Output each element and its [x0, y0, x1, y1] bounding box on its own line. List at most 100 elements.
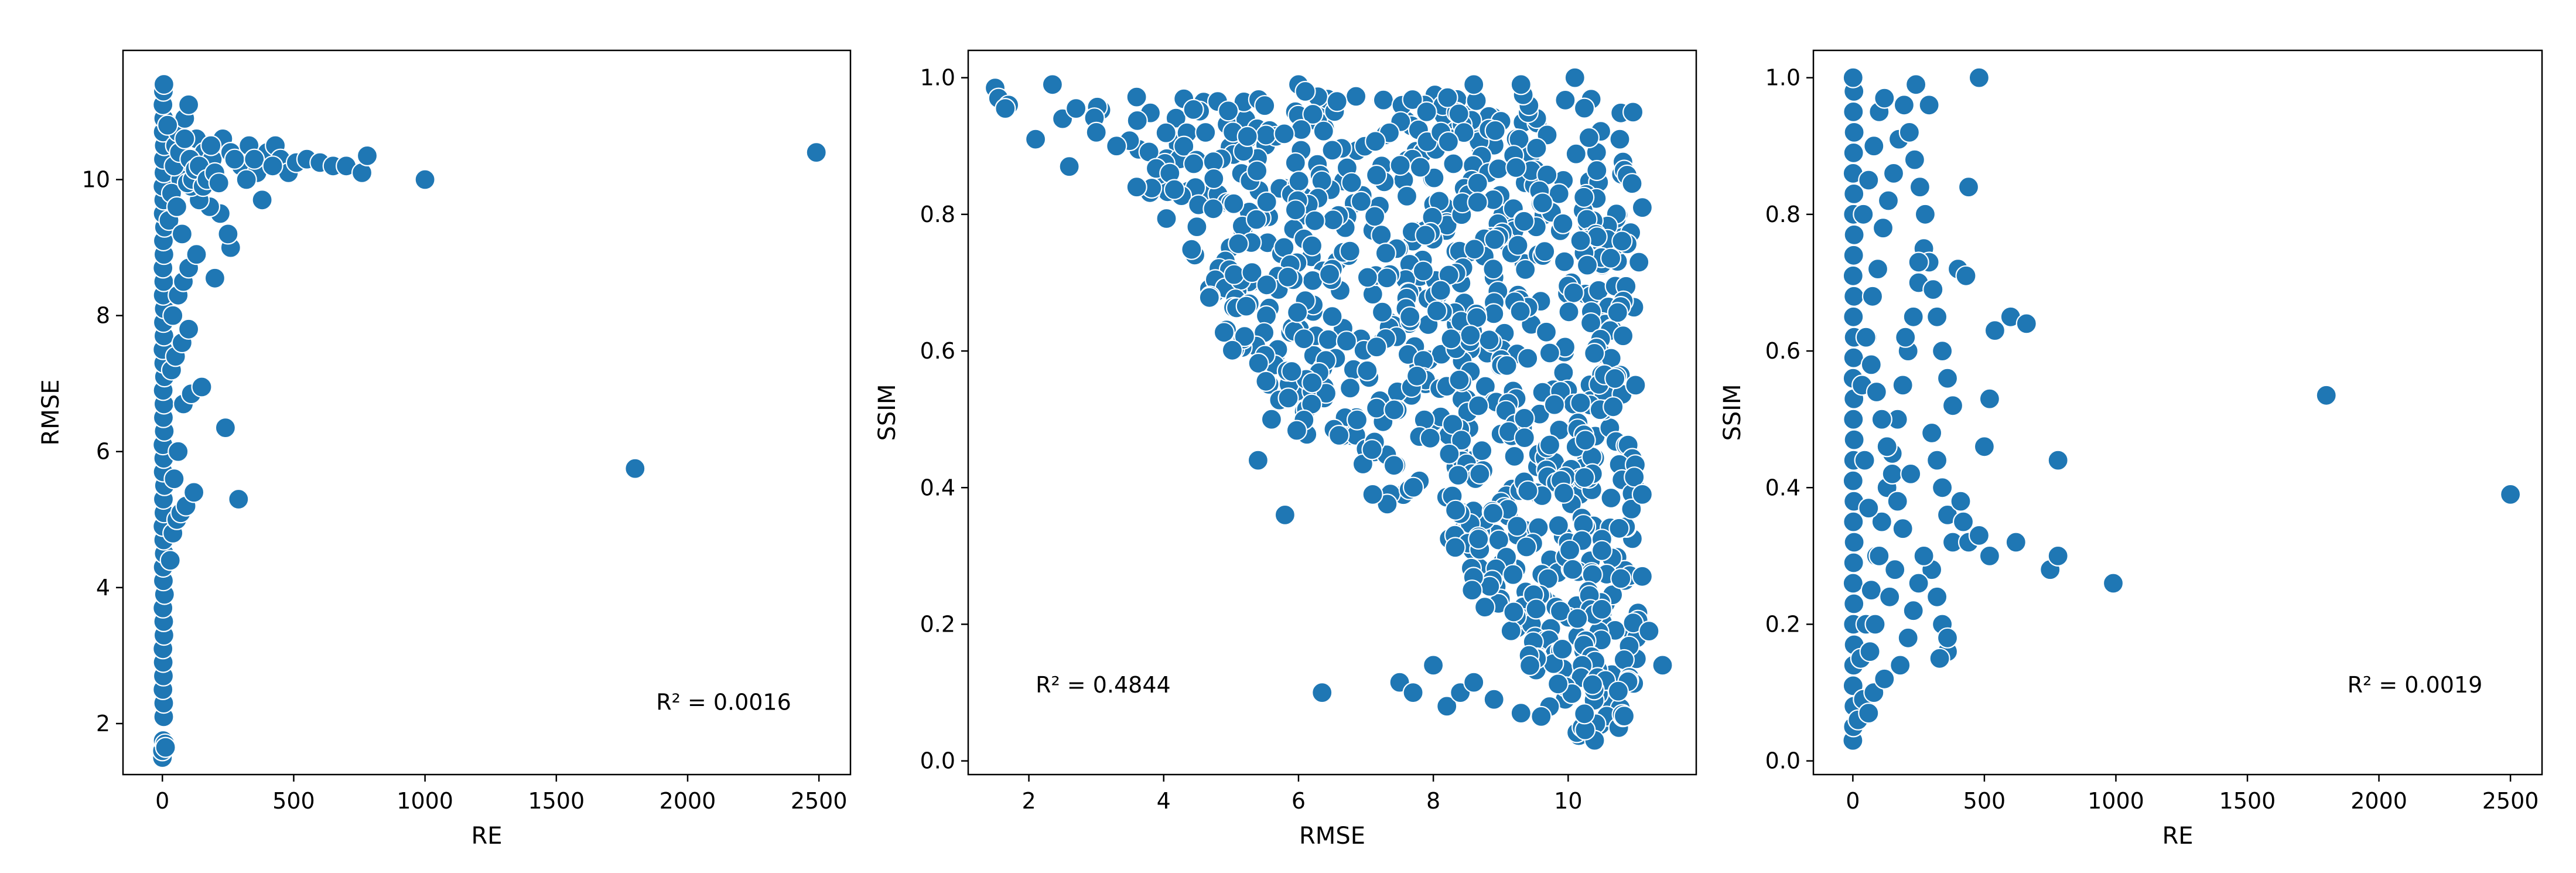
data-point — [1058, 156, 1080, 178]
data-point — [1183, 153, 1205, 175]
data-point — [1183, 98, 1204, 120]
data-point — [1565, 143, 1587, 165]
x-tick-label: 2000 — [2350, 788, 2407, 814]
data-point — [1453, 122, 1475, 144]
data-point — [1484, 229, 1505, 250]
data-point — [1876, 436, 1898, 458]
data-point — [624, 458, 646, 479]
x-tick-label: 8 — [1426, 788, 1440, 814]
data-point — [1842, 265, 1864, 287]
data-point — [1624, 466, 1645, 488]
data-point — [1950, 490, 1972, 512]
data-point — [1467, 192, 1488, 213]
data-point — [1904, 149, 1925, 170]
data-point — [1502, 564, 1524, 585]
x-tick-label: 500 — [1963, 788, 2006, 814]
data-point — [1625, 374, 1646, 396]
data-point — [155, 736, 176, 758]
x-tick-label: 4 — [1157, 788, 1171, 814]
data-point — [1483, 688, 1505, 710]
x-tick-label: 1500 — [2219, 788, 2276, 814]
data-point — [1366, 164, 1388, 186]
data-point — [1897, 627, 1919, 649]
data-point — [2005, 531, 2027, 553]
x-axis-label: RE — [471, 823, 502, 850]
data-point — [1913, 545, 1935, 567]
data-point — [1858, 169, 1880, 191]
data-point — [1443, 153, 1464, 175]
y-tick-label: 1.0 — [1765, 65, 1801, 91]
data-point — [1322, 209, 1344, 231]
data-point — [1366, 397, 1388, 419]
data-point — [186, 244, 207, 265]
y-tick-label: 0.6 — [920, 338, 955, 364]
data-point — [1311, 681, 1333, 704]
x-tick-label: 2 — [1021, 788, 1036, 814]
data-point — [1576, 254, 1598, 276]
x-tick-label: 0 — [1846, 788, 1860, 814]
data-point — [1547, 514, 1569, 537]
data-point — [1224, 264, 1245, 285]
data-point — [1317, 329, 1339, 350]
data-point — [1610, 568, 1632, 589]
data-point — [1874, 87, 1895, 109]
data-point — [1474, 596, 1496, 618]
data-point — [1371, 301, 1393, 323]
data-point — [1507, 234, 1529, 256]
data-point — [1514, 427, 1535, 449]
x-tick-label: 2500 — [2482, 788, 2539, 814]
data-point — [1929, 647, 1950, 669]
data-point — [1866, 381, 1887, 403]
data-point — [1478, 329, 1500, 351]
data-point — [1313, 120, 1334, 142]
data-point — [171, 223, 193, 245]
data-point — [2047, 449, 2069, 471]
data-point — [1357, 360, 1378, 381]
data-point — [1311, 170, 1333, 192]
x-tick-label: 2500 — [791, 788, 848, 814]
y-tick-label: 0.2 — [1765, 611, 1801, 637]
data-point — [1517, 480, 1539, 502]
data-point — [1900, 463, 1922, 485]
data-point — [1652, 654, 1673, 676]
y-tick-label: 0.0 — [920, 748, 955, 774]
axes-frame — [967, 49, 1697, 776]
data-point — [1402, 88, 1423, 111]
data-point — [1126, 86, 1147, 108]
data-point — [1156, 207, 1177, 230]
data-point — [1547, 673, 1569, 695]
data-point — [1126, 176, 1147, 198]
data-point — [159, 550, 181, 571]
data-point — [1181, 238, 1202, 260]
data-point — [1905, 74, 1927, 96]
data-point — [1463, 74, 1485, 96]
y-tick-label: 0.4 — [1765, 475, 1801, 500]
data-point — [1515, 258, 1536, 281]
data-point — [1530, 705, 1552, 728]
data-point — [1612, 325, 1634, 347]
data-point — [262, 155, 283, 177]
data-point — [1376, 493, 1398, 515]
data-point — [214, 417, 236, 439]
data-point — [1513, 210, 1535, 232]
data-point — [1376, 267, 1398, 289]
data-point — [174, 128, 196, 149]
data-point — [2102, 572, 2124, 594]
data-point — [1600, 487, 1622, 509]
data-point — [1842, 572, 1864, 594]
data-point — [1256, 191, 1277, 213]
data-point — [1218, 100, 1239, 122]
y-tick-label: 0.0 — [1765, 748, 1801, 774]
data-point — [1461, 579, 1483, 601]
data-point — [1843, 121, 1865, 143]
data-point — [163, 468, 185, 490]
data-point — [1319, 263, 1341, 285]
data-point — [1621, 173, 1643, 195]
data-point — [1445, 499, 1467, 521]
data-point — [1198, 287, 1220, 308]
data-points — [152, 73, 827, 769]
data-point — [1926, 449, 1948, 471]
r-squared-annotation: R² = 0.0019 — [2348, 672, 2483, 698]
data-point — [1957, 176, 1980, 198]
data-point — [1926, 306, 1948, 328]
